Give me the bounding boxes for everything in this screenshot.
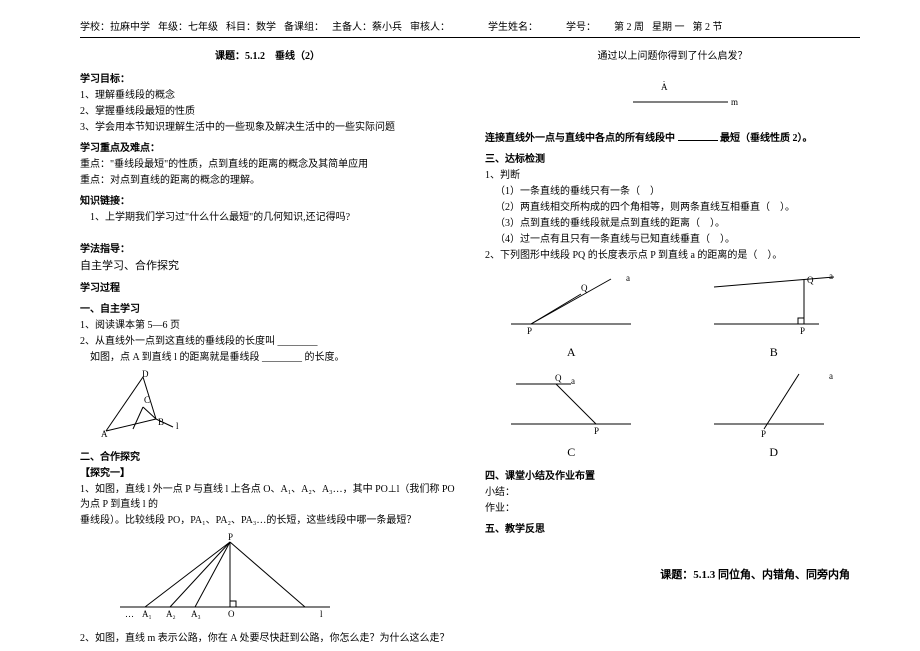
conclusion-text: 连接直线外一点与直线中各点的所有线段中 最短（垂线性质 2）。 <box>485 131 860 146</box>
next-topic: 课题：5.1.3 同位角、内错角、同旁内角 <box>485 567 860 584</box>
study-item: 1、阅读课本第 5—6 页 <box>80 318 455 333</box>
svg-text:A₂: A₂ <box>166 609 176 619</box>
option-label: B <box>688 343 861 361</box>
topic-title: 课题：5.1.2 垂线（2） <box>80 49 455 64</box>
goals-heading: 学习目标： <box>80 72 455 87</box>
svg-text:Q: Q <box>581 283 588 293</box>
option-d: P a D <box>688 369 861 461</box>
svg-text:a: a <box>571 376 575 386</box>
goal-item: 1、理解垂线段的概念 <box>80 88 455 103</box>
main-content: 课题：5.1.2 垂线（2） 学习目标： 1、理解垂线段的概念 2、掌握垂线段最… <box>80 48 860 647</box>
triangle-diagram: A B C D l <box>98 369 455 444</box>
method-heading: 学法指导： <box>80 242 455 257</box>
svg-text:…: … <box>125 609 134 619</box>
method-text: 自主学习、合作探究 <box>80 258 455 275</box>
explore-sub: 【探究一】 <box>80 466 455 481</box>
summary-item: 作业： <box>485 501 860 516</box>
judge-item: （1）一条直线的垂线只有一条（ ） <box>485 184 860 199</box>
svg-text:Q: Q <box>555 373 562 383</box>
explore-item: 垂线段）。比较线段 PO，PA₁、PA₂、PA₃…的长短，这些线段中哪一条最短？ <box>80 513 455 528</box>
keypoint-item: 重点：对点到直线的距离的概念的理解。 <box>80 173 455 188</box>
left-column: 课题：5.1.2 垂线（2） 学习目标： 1、理解垂线段的概念 2、掌握垂线段最… <box>80 48 455 647</box>
keypoints-heading: 学习重点及难点： <box>80 141 455 156</box>
svg-text:D: D <box>142 369 149 379</box>
options-grid: Q P a A Q P a <box>485 269 860 461</box>
svg-text:a: a <box>829 271 833 281</box>
summary-heading: 四、课堂小结及作业布置 <box>485 469 860 484</box>
test-item: 1、判断 <box>485 168 860 183</box>
option-label: D <box>688 443 861 461</box>
test-item: 2、下列图形中线段 PQ 的长度表示点 P 到直线 a 的距离的是（ ）。 <box>485 248 860 263</box>
svg-text:B: B <box>158 417 164 427</box>
svg-text:Q: Q <box>807 275 814 285</box>
option-c: Q P a C <box>485 369 658 461</box>
judge-item: （4）过一点有且只有一条直线与已知直线垂直（ ）。 <box>485 232 860 247</box>
link-heading: 知识链接： <box>80 194 455 209</box>
inspire-question: 通过以上问题你得到了什么启发？ <box>485 49 860 64</box>
svg-text:A₁: A₁ <box>142 609 152 619</box>
option-b: Q P a B <box>688 269 861 361</box>
svg-text:a: a <box>829 371 833 381</box>
right-column: 通过以上问题你得到了什么启发？ . A m 连接直线外一点与直线中各点的所有线段… <box>485 48 860 647</box>
test-heading: 三、达标检测 <box>485 152 860 167</box>
worksheet-header: 学校：拉麻中学 年级：七年级 科目：数学 备课组： 主备人：蔡小兵 审核人： 学… <box>80 20 860 38</box>
option-a: Q P a A <box>485 269 658 361</box>
link-question: 1、上学期我们学习过"什么什么最短"的几何知识,还记得吗? <box>80 210 455 225</box>
svg-text:A₃: A₃ <box>191 609 201 619</box>
explore-item: 1、如图，直线 l 外一点 P 与直线 l 上各点 O、A₁、A₂、A₃…，其中… <box>80 482 455 512</box>
svg-text:A: A <box>101 429 108 439</box>
svg-text:P: P <box>594 426 599 436</box>
svg-text:A: A <box>661 82 668 92</box>
self-study-heading: 一、自主学习 <box>80 302 455 317</box>
m-diagram: . A m <box>485 72 860 117</box>
reflection-heading: 五、教学反思 <box>485 522 860 537</box>
svg-text:P: P <box>527 326 532 336</box>
svg-text:l: l <box>320 609 323 619</box>
goal-item: 3、学会用本节知识理解生活中的一些现象及解决生活中的一些实际问题 <box>80 120 455 135</box>
study-item: 2、从直线外一点到这直线的垂线段的长度叫 ________ <box>80 334 455 349</box>
svg-text:a: a <box>626 273 630 283</box>
svg-text:l: l <box>176 421 179 431</box>
svg-text:P: P <box>761 429 766 439</box>
goal-item: 2、掌握垂线段最短的性质 <box>80 104 455 119</box>
option-label: C <box>485 443 658 461</box>
judge-item: （2）两直线相交所构成的四个角相等，则两条直线互相垂直（ ）。 <box>485 200 860 215</box>
process-heading: 学习过程 <box>80 281 455 296</box>
keypoint-item: 重点："垂线段最短"的性质，点到直线的距离的概念及其简单应用 <box>80 157 455 172</box>
svg-text:P: P <box>800 326 805 336</box>
svg-text:P: P <box>228 532 233 542</box>
explore-item: 2、如图，直线 m 表示公路，你在 A 处要尽快赶到公路，你怎么走？为什么这么走… <box>80 631 455 646</box>
judge-item: （3）点到直线的垂线段就是点到直线的距离（ ）。 <box>485 216 860 231</box>
explore-heading: 二、合作探究 <box>80 450 455 465</box>
fan-diagram: P A₁ A₂ A₃ O l … <box>110 532 455 627</box>
svg-text:C: C <box>144 395 150 405</box>
option-label: A <box>485 343 658 361</box>
svg-text:O: O <box>228 609 235 619</box>
summary-item: 小结： <box>485 485 860 500</box>
study-item: 如图，点 A 到直线 l 的距离就是垂线段 ________ 的长度。 <box>80 350 455 365</box>
svg-text:m: m <box>731 97 738 107</box>
